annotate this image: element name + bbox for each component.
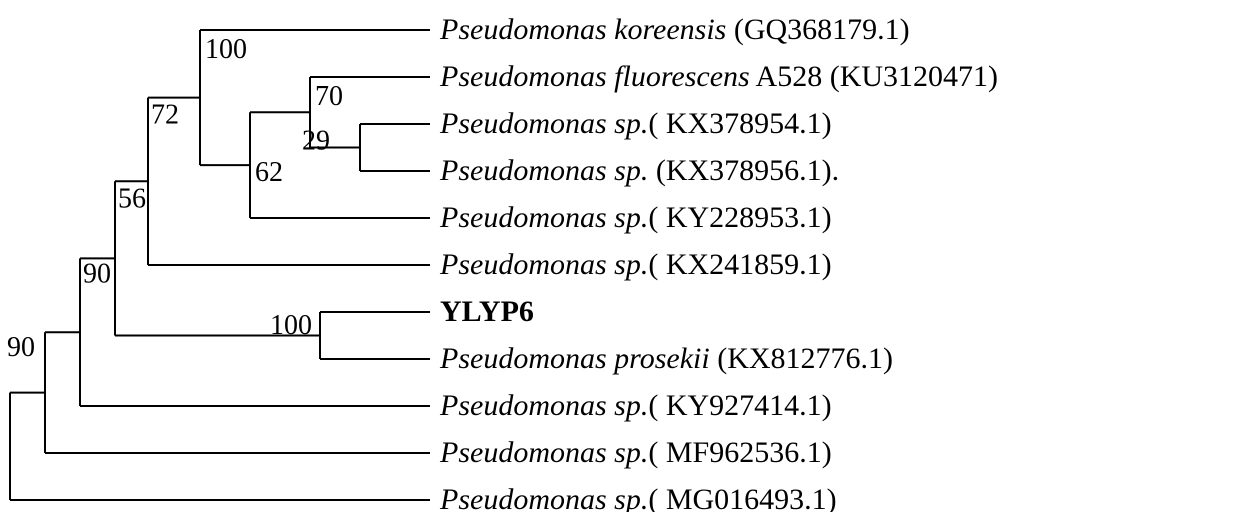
taxon-label: Pseudomonas sp.( MG016493.1) bbox=[439, 483, 837, 512]
bootstrap-value: 72 bbox=[151, 100, 179, 131]
bootstrap-value: 90 bbox=[83, 259, 111, 290]
bootstrap-value: 70 bbox=[315, 81, 343, 112]
bootstrap-value: 100 bbox=[205, 34, 247, 65]
taxon-label: Pseudomonas sp.( MF962536.1) bbox=[439, 436, 832, 469]
taxon-label: Pseudomonas prosekii (KX812776.1) bbox=[439, 342, 893, 375]
bootstrap-value: 62 bbox=[255, 158, 283, 189]
bootstrap-value: 100 bbox=[270, 310, 312, 341]
taxon-label: Pseudomonas sp.( KX241859.1) bbox=[439, 248, 832, 281]
taxon-label: Pseudomonas sp. (KX378956.1). bbox=[439, 154, 839, 187]
taxon-label: Pseudomonas sp.( KY228953.1) bbox=[439, 201, 832, 234]
taxon-label: Pseudomonas koreensis (GQ368179.1) bbox=[439, 13, 910, 46]
taxon-label: Pseudomonas fluorescens A528 (KU3120471) bbox=[439, 60, 998, 93]
taxon-label: YLYP6 bbox=[440, 295, 534, 328]
bootstrap-value: 56 bbox=[118, 184, 146, 215]
taxon-label: Pseudomonas sp.( KX378954.1) bbox=[439, 107, 832, 140]
bootstrap-value: 29 bbox=[302, 126, 330, 157]
taxon-label: Pseudomonas sp.( KY927414.1) bbox=[439, 389, 832, 422]
bootstrap-value: 90 bbox=[7, 333, 35, 364]
